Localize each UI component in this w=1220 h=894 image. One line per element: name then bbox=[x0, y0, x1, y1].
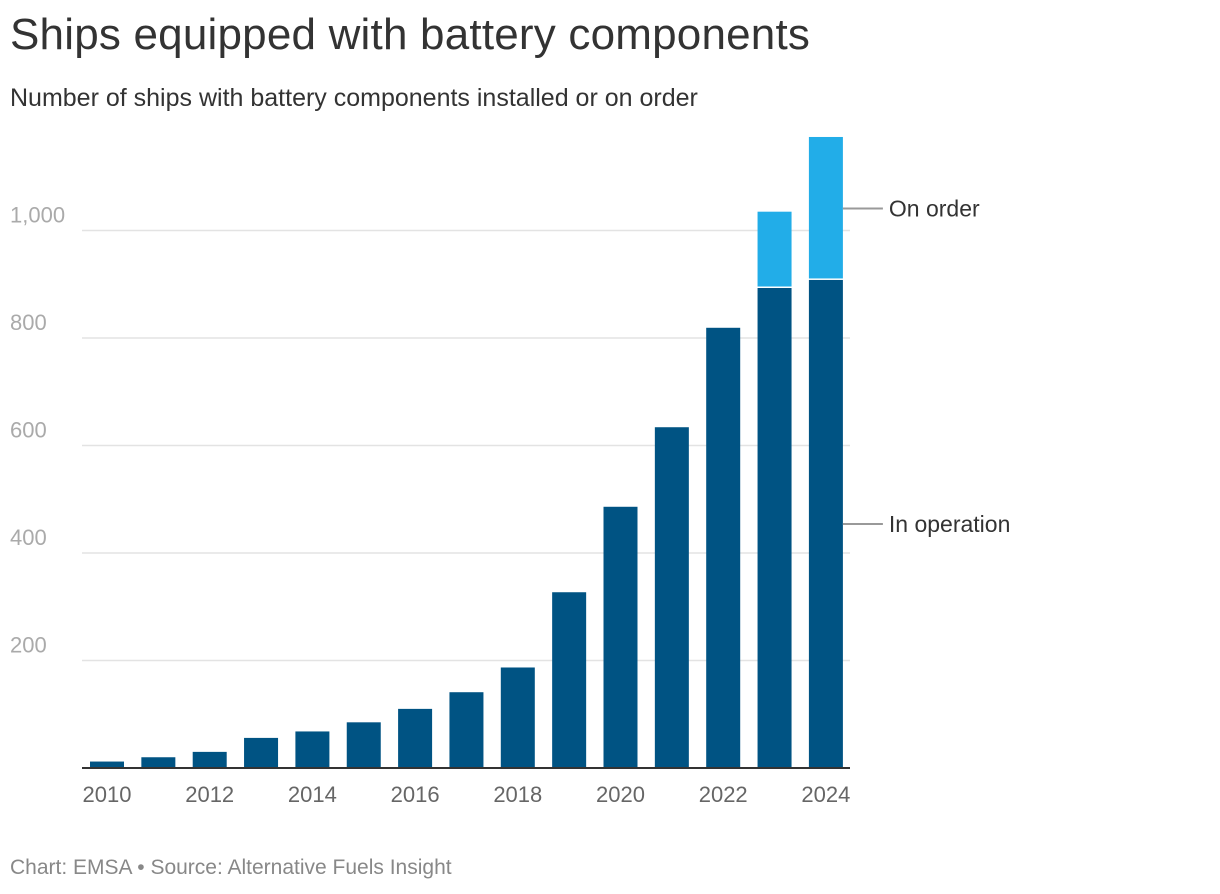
x-tick-label-2014: 2014 bbox=[288, 782, 337, 807]
bar-in-operation-2012 bbox=[192, 751, 227, 768]
legend: On order In operation bbox=[842, 195, 1010, 537]
bar-on-order-2023 bbox=[757, 211, 792, 287]
axes: 200 400 600 800 1,000 2010 2012 2014 2016 2018 202… bbox=[10, 203, 850, 808]
y-tick-label-800: 800 bbox=[10, 310, 47, 335]
y-tick-label-200: 200 bbox=[10, 633, 47, 658]
chart-source: Source: Alternative Fuels Insight bbox=[150, 856, 452, 879]
x-tick-label-2016: 2016 bbox=[391, 782, 440, 807]
bar-in-operation-2024 bbox=[808, 279, 843, 768]
x-tick-label-2024: 2024 bbox=[801, 782, 850, 807]
y-tick-label-600: 600 bbox=[10, 418, 47, 443]
bar-in-operation-2015 bbox=[346, 722, 381, 768]
x-tick-label-2012: 2012 bbox=[185, 782, 234, 807]
bar-on-order-2024 bbox=[808, 136, 843, 279]
chart-title: Ships equipped with battery components bbox=[10, 10, 811, 59]
bar-in-operation-2021 bbox=[654, 427, 689, 768]
y-tick-label-1000: 1,000 bbox=[10, 203, 65, 228]
chart-subtitle: Number of ships with battery components … bbox=[10, 84, 698, 112]
bar-in-operation-2016 bbox=[398, 708, 433, 768]
footer-separator: • bbox=[137, 856, 145, 879]
bars bbox=[90, 136, 843, 768]
y-tick-label-400: 400 bbox=[10, 525, 47, 550]
chart-credit: Chart: EMSA bbox=[10, 856, 132, 879]
legend-label-on-order: On order bbox=[889, 195, 980, 221]
chart-footer: Chart: EMSA • Source: Alternative Fuels … bbox=[10, 856, 452, 880]
x-tick-label-2018: 2018 bbox=[493, 782, 542, 807]
bar-in-operation-2020 bbox=[603, 506, 638, 768]
bar-in-operation-2017 bbox=[449, 692, 484, 768]
bar-in-operation-2018 bbox=[500, 667, 535, 768]
bar-in-operation-2013 bbox=[244, 737, 279, 768]
x-tick-label-2022: 2022 bbox=[699, 782, 748, 807]
bar-in-operation-2023 bbox=[757, 288, 792, 768]
bar-in-operation-2010 bbox=[90, 761, 124, 768]
legend-label-in-operation: In operation bbox=[889, 511, 1010, 537]
bar-in-operation-2019 bbox=[552, 592, 587, 768]
x-tick-label-2020: 2020 bbox=[596, 782, 645, 807]
x-tick-label-2010: 2010 bbox=[83, 782, 132, 807]
bar-in-operation-2022 bbox=[706, 327, 741, 768]
bar-in-operation-2014 bbox=[295, 731, 330, 768]
bar-in-operation-2011 bbox=[141, 757, 176, 768]
